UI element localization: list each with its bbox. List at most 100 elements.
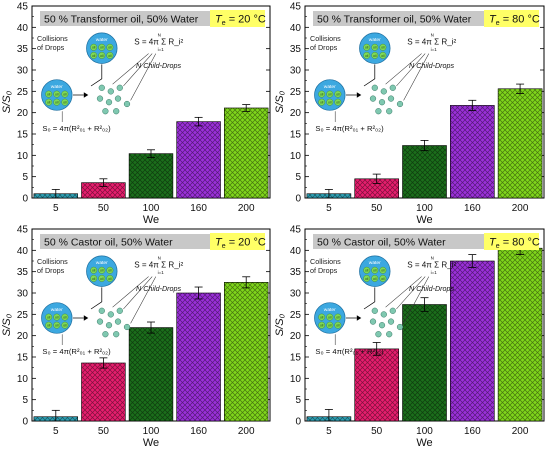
bar-we-160 xyxy=(450,105,495,199)
child-drop xyxy=(107,88,114,95)
oil-label: oil xyxy=(63,101,67,105)
y-tick-label: 45 xyxy=(290,225,302,236)
y-tick-label: 0 xyxy=(22,194,28,205)
oil-label: oil xyxy=(108,277,112,281)
oil-label: oil xyxy=(373,269,377,273)
oil-droplet xyxy=(334,313,342,321)
oil-label: oil xyxy=(100,277,104,281)
y-tick-label: 35 xyxy=(290,44,302,55)
child-drop xyxy=(371,307,378,314)
oil-droplet xyxy=(379,43,387,51)
s-sum-formula: S = 4π Σ R_i² xyxy=(134,261,183,270)
oil-label: oil xyxy=(320,93,324,97)
oil-droplet xyxy=(90,43,98,51)
oil-label: oil xyxy=(63,93,67,97)
y-tick-label: 5 xyxy=(22,172,28,183)
y-tick-label: 10 xyxy=(290,374,302,385)
oil-droplet xyxy=(53,90,61,98)
oil-label: oil xyxy=(47,101,51,105)
oil-droplet xyxy=(326,98,334,106)
oil-label: oil xyxy=(373,46,377,50)
y-tick-label: 15 xyxy=(290,353,302,364)
y-tick-label: 40 xyxy=(17,246,29,257)
water-label: water xyxy=(324,307,336,313)
y-tick-label: 25 xyxy=(290,310,302,321)
bar-we-50 xyxy=(81,362,126,422)
oil-droplet xyxy=(379,266,387,274)
oil-label: oil xyxy=(381,54,385,58)
y-tick-label: 5 xyxy=(22,395,28,406)
oil-droplet xyxy=(98,51,106,59)
oil-label: oil xyxy=(328,316,332,320)
bar-we-100 xyxy=(128,153,174,199)
child-drop xyxy=(396,100,404,108)
child-drop xyxy=(107,311,114,318)
y-tick-label: 15 xyxy=(17,130,29,141)
oil-droplet xyxy=(371,43,379,51)
oil-label: oil xyxy=(108,46,112,50)
condition-label: 50 % Castor oil, 50% Water xyxy=(317,237,446,249)
x-tick-label: 5 xyxy=(53,426,59,437)
child-drop xyxy=(380,88,387,95)
child-drops-label: N Child-Drops xyxy=(409,284,455,293)
y-tick-label: 25 xyxy=(17,310,29,321)
collisions-of-drops-label: Collisions xyxy=(37,34,68,43)
child-drop xyxy=(123,100,131,108)
water-label: water xyxy=(51,84,63,90)
bar-we-100 xyxy=(402,145,447,199)
oil-label: oil xyxy=(381,46,385,50)
oil-droplet xyxy=(45,90,53,98)
x-tick-label: 100 xyxy=(143,203,160,214)
x-tick-label: 5 xyxy=(53,203,59,214)
y-tick-label: 5 xyxy=(295,395,301,406)
y-tick-label: 30 xyxy=(17,289,29,300)
arrow-head xyxy=(356,92,362,98)
oil-droplet xyxy=(371,274,379,282)
water-label: water xyxy=(96,37,108,43)
y-axis-label: S/S₀ xyxy=(1,313,13,336)
child-drop xyxy=(378,99,386,106)
y-tick-label: 35 xyxy=(17,267,29,278)
oil-label: oil xyxy=(55,101,59,105)
x-tick-label: 200 xyxy=(238,203,255,214)
y-tick-label: 20 xyxy=(290,331,302,342)
collisions-of-drops-label: of Drops xyxy=(37,266,65,275)
child-drop xyxy=(378,322,386,329)
oil-label: oil xyxy=(320,101,324,105)
collision-arrow xyxy=(363,64,376,87)
child-drop xyxy=(389,84,396,91)
oil-label: oil xyxy=(320,324,324,328)
bar-we-200 xyxy=(224,282,269,422)
water-label: water xyxy=(324,84,336,90)
pointer-line xyxy=(385,276,430,324)
oil-droplet xyxy=(106,274,114,282)
oil-label: oil xyxy=(100,269,104,273)
y-tick-label: 10 xyxy=(290,151,302,162)
oil-label: oil xyxy=(92,277,96,281)
oil-label: oil xyxy=(336,101,340,105)
oil-label: oil xyxy=(63,316,67,320)
child-drop xyxy=(114,318,122,325)
oil-droplet xyxy=(363,43,371,51)
bar-we-200 xyxy=(497,88,543,199)
oil-droplet xyxy=(98,274,106,282)
oil-droplet xyxy=(318,313,326,321)
child-drop xyxy=(375,108,382,115)
chart-panel-2: 0 5 10 15 20 25 30 35 40 45 S/S₀ 5 50 100 160 200 We 50 %… xyxy=(274,2,545,226)
oil-droplet xyxy=(61,90,69,98)
collisions-of-drops-label: of Drops xyxy=(310,266,338,275)
child-drop xyxy=(386,331,393,338)
oil-droplet xyxy=(371,51,379,59)
child-drop xyxy=(96,95,104,102)
oil-droplet xyxy=(53,321,61,329)
oil-droplet xyxy=(61,321,69,329)
bar-we-100 xyxy=(402,304,447,422)
